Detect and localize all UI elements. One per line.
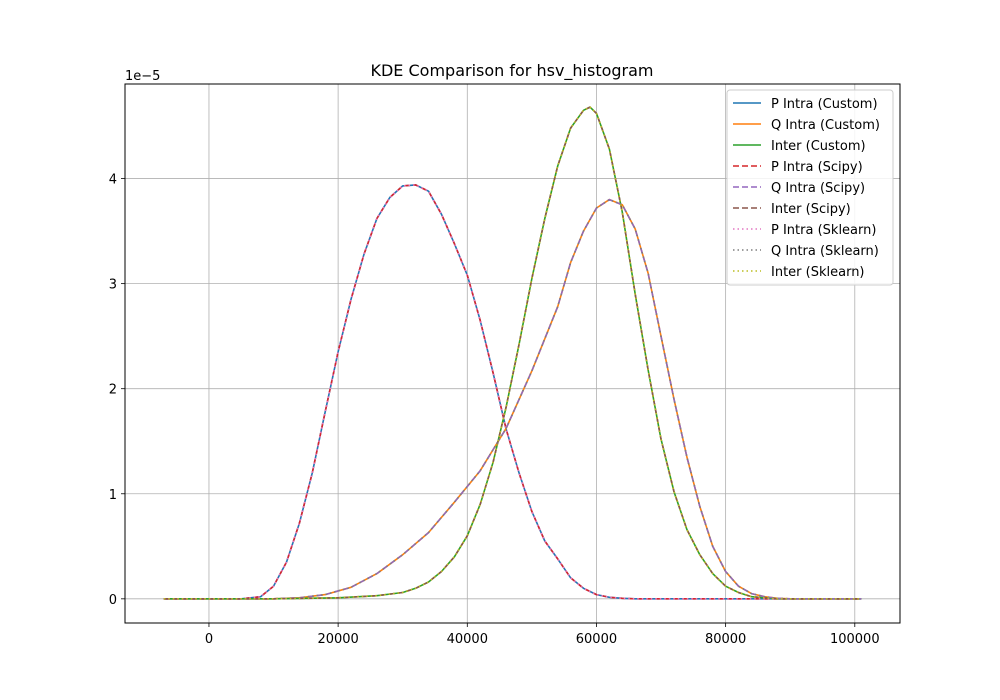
legend-box [726, 89, 894, 286]
x-axis: 0 20000 40000 60000 80000 100000 [205, 623, 880, 647]
legend-label: Inter (Scipy) [771, 202, 851, 217]
legend-label: Q Intra (Sklearn) [771, 244, 879, 259]
legend: P Intra (Custom) Q Intra (Custom) Inter (C… [726, 89, 894, 286]
y-tick-label: 0 [109, 593, 117, 608]
legend-label: Inter (Custom) [771, 139, 866, 154]
x-tick-label: 80000 [705, 632, 746, 647]
x-tick-label: 100000 [830, 632, 880, 647]
y-tick-label: 3 [109, 278, 117, 293]
axes-frame [124, 83, 901, 624]
legend-label: Q Intra (Custom) [771, 118, 880, 133]
y-axis: 0 1 2 3 4 [109, 173, 125, 608]
x-tick-label: 60000 [576, 632, 617, 647]
legend-label: P Intra (Scipy) [771, 160, 863, 175]
x-tick-label: 40000 [447, 632, 488, 647]
x-tick-label: 20000 [317, 632, 358, 647]
y-tick-label: 2 [109, 383, 117, 398]
series-line-q-intra-sklearn [163, 198, 862, 600]
legend-label: P Intra (Custom) [771, 97, 878, 112]
x-tick-label: 0 [205, 632, 213, 647]
y-offset-label: 1e−5 [125, 69, 160, 84]
y-tick-label: 1 [109, 488, 117, 503]
series-line-inter-sklearn [163, 106, 862, 600]
plot-curves [163, 106, 862, 600]
legend-label: Inter (Sklearn) [771, 265, 865, 280]
legend-label: Q Intra (Scipy) [771, 181, 865, 196]
legend-label: P Intra (Sklearn) [771, 223, 876, 238]
y-tick-label: 4 [109, 173, 117, 188]
series-line-p-intra-scipy [163, 184, 862, 600]
chart-title: KDE Comparison for hsv_histogram [370, 61, 653, 81]
